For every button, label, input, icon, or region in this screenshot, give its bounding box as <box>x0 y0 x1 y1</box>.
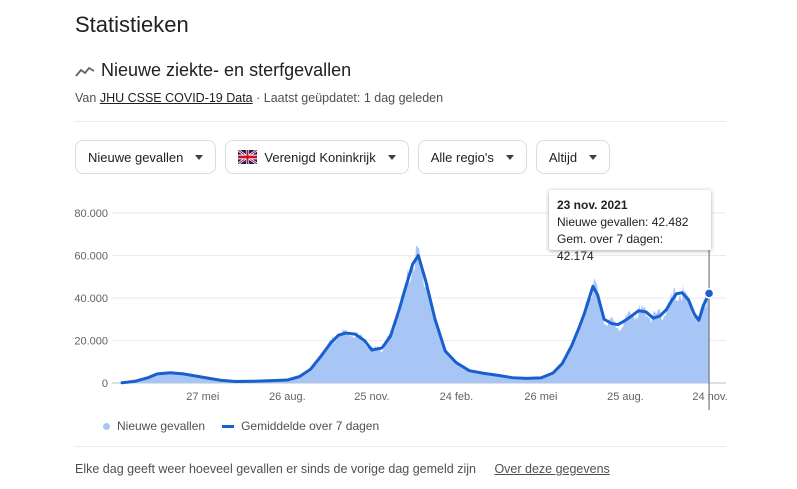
updated-text: · Laatst geüpdatet: 1 dag geleden <box>256 91 444 105</box>
section-title: Nieuwe ziekte- en sterfgevallen <box>101 60 352 80</box>
country-filter-button[interactable]: Verenigd Koninkrijk <box>225 140 409 174</box>
chevron-down-icon <box>505 154 514 160</box>
average-line <box>120 254 711 385</box>
x-tick-label: 25 nov. <box>354 391 389 403</box>
legend-cases-label: Nieuwe gevallen <box>117 419 206 433</box>
tooltip-average: Gem. over 7 dagen: 42.174 <box>557 232 664 263</box>
source-link[interactable]: JHU CSSE COVID-19 Data <box>99 91 253 105</box>
chart-tooltip: 23 nov. 2021 Nieuwe gevallen: 42.482 Gem… <box>549 190 711 263</box>
filter-bar: Nieuwe gevallen Verenigd Koninkrijk Alle… <box>75 140 619 174</box>
x-tick-label: 25 aug. <box>607 391 644 403</box>
section-header: Nieuwe ziekte- en sterfgevallen <box>75 60 351 81</box>
x-tick-label: 26 mei <box>524 391 557 403</box>
legend-cases-swatch <box>103 422 110 430</box>
cases-chart[interactable]: 0 20.000 40.000 60.000 80.000 27 mei 26 aug. 2… <box>0 180 797 410</box>
chevron-down-icon <box>387 154 396 160</box>
about-data-link[interactable]: Over deze gegevens <box>494 462 610 476</box>
trending-line-icon <box>75 66 95 77</box>
legend-average-swatch <box>222 424 235 428</box>
y-tick-label: 60.000 <box>74 251 108 263</box>
divider-bottom <box>75 446 726 447</box>
y-tick-label: 0 <box>102 378 108 390</box>
source-line: Van JHU CSSE COVID-19 Data · Laatst geüp… <box>75 91 443 105</box>
divider-top <box>75 121 726 122</box>
x-tick-label: 24 feb. <box>440 391 474 403</box>
country-filter-label: Verenigd Koninkrijk <box>264 149 376 165</box>
tooltip-date: 23 nov. 2021 <box>557 198 628 212</box>
daily-cases-bars <box>122 245 710 383</box>
chevron-down-icon <box>195 154 204 160</box>
period-filter-button[interactable]: Altijd <box>535 140 611 174</box>
y-tick-label: 80.000 <box>74 208 108 220</box>
source-prefix: Van <box>75 91 97 105</box>
region-filter-button[interactable]: Alle regio's <box>417 140 527 174</box>
hover-point <box>703 288 715 299</box>
period-filter-label: Altijd <box>548 149 578 165</box>
y-tick-label: 20.000 <box>74 336 108 348</box>
metric-filter-label: Nieuwe gevallen <box>88 149 184 165</box>
page-title: Statistieken <box>75 12 189 37</box>
region-filter-label: Alle regio's <box>430 149 494 165</box>
y-tick-label: 40.000 <box>74 293 108 305</box>
chevron-down-icon <box>589 154 598 160</box>
x-tick-label: 26 aug. <box>269 391 306 403</box>
uk-flag-icon <box>238 150 258 164</box>
footer-note: Elke dag geeft weer hoeveel gevallen er … <box>75 462 476 476</box>
tooltip-cases: Nieuwe gevallen: 42.482 <box>557 215 689 229</box>
legend-average-label: Gemiddelde over 7 dagen <box>241 419 380 433</box>
footer: Elke dag geeft weer hoeveel gevallen er … <box>75 462 610 476</box>
chart-legend: Nieuwe gevallen Gemiddelde over 7 dagen <box>103 419 379 433</box>
x-tick-label: 27 mei <box>186 391 219 403</box>
metric-filter-button[interactable]: Nieuwe gevallen <box>75 140 217 174</box>
x-tick-label: 24 nov. <box>692 391 727 403</box>
